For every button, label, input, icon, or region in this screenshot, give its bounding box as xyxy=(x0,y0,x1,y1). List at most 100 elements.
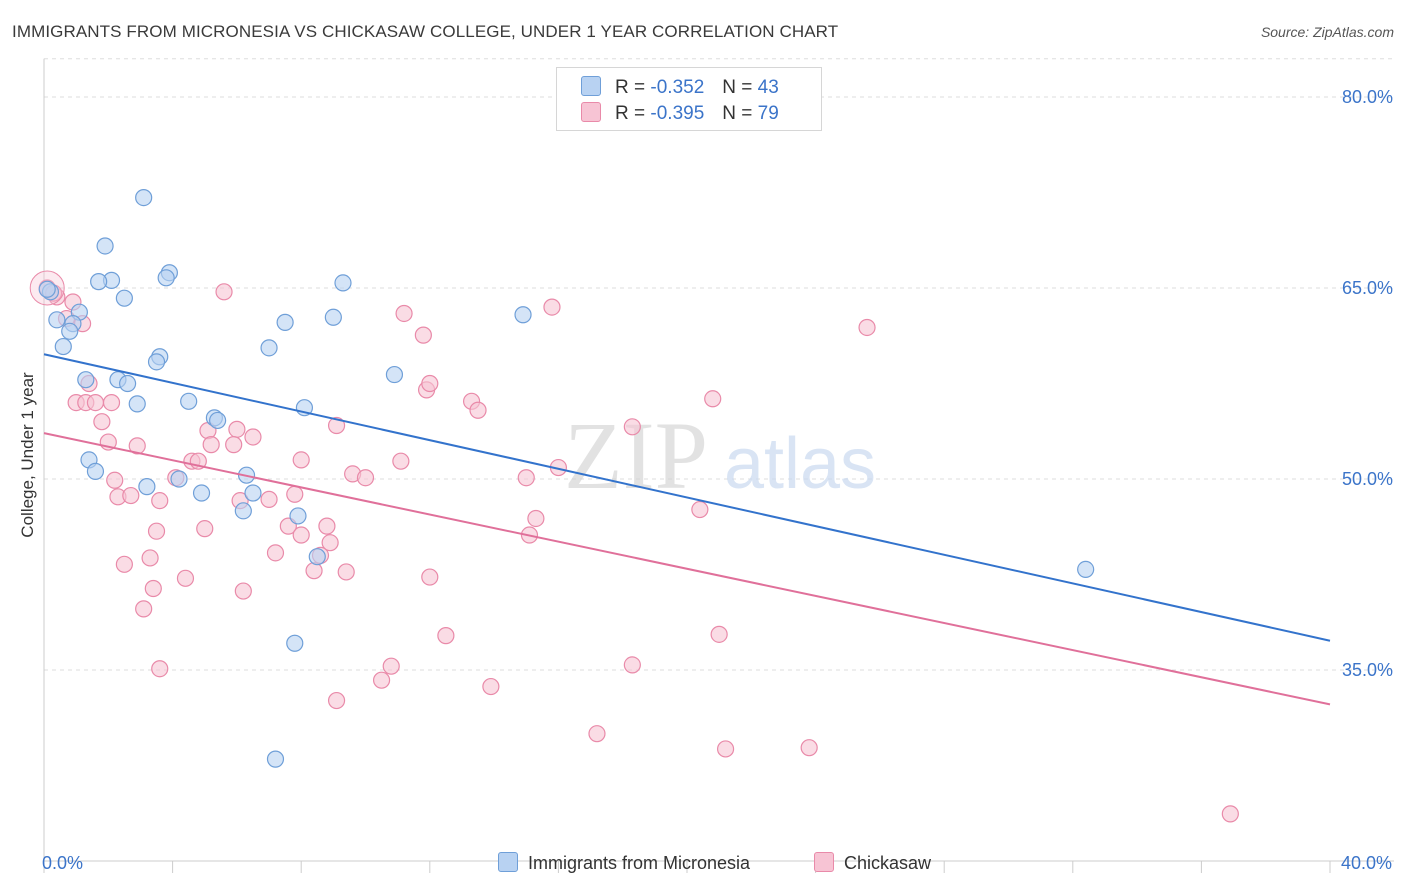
micronesia-point xyxy=(61,322,79,340)
micronesia-point xyxy=(276,313,294,331)
micronesia-point xyxy=(180,392,198,410)
chickasaw-point xyxy=(128,437,146,455)
y-tick-label: 80.0% xyxy=(1342,87,1393,107)
chickasaw-point xyxy=(691,500,709,519)
x-tick-label: 0.0% xyxy=(42,853,83,873)
chickasaw-point xyxy=(292,451,310,469)
legend-row-micronesia: R = -0.352 N = 43 xyxy=(581,76,779,100)
chickasaw-point xyxy=(266,544,285,562)
r-label: R = xyxy=(615,103,646,124)
chickasaw-point xyxy=(469,401,487,419)
micronesia-point xyxy=(38,280,56,298)
n-label: N = xyxy=(722,77,753,98)
chickasaw-point xyxy=(437,627,455,645)
chickasaw-point xyxy=(395,304,413,323)
micronesia-point xyxy=(118,374,137,393)
chart-source: Source: ZipAtlas.com xyxy=(1260,24,1394,40)
chickasaw-point xyxy=(202,436,220,454)
tick-labels: 80.0% 65.0% 50.0% 35.0% 0.0% 40.0% xyxy=(42,87,1393,873)
micronesia-point xyxy=(77,371,95,389)
trend-lines xyxy=(43,353,1331,706)
y-tick-label: 65.0% xyxy=(1342,278,1393,298)
micronesia-point xyxy=(266,750,285,768)
n-value: 43 xyxy=(757,77,779,98)
chickasaw-point xyxy=(858,318,876,337)
chickasaw-points xyxy=(29,270,1239,823)
x-tick-label: 40.0% xyxy=(1341,853,1392,873)
chickasaw-point xyxy=(260,490,278,508)
legend-label: Immigrants from Micronesia xyxy=(528,853,751,873)
micronesia-point xyxy=(86,462,105,480)
legend-swatch-pink xyxy=(814,852,834,872)
chickasaw-point xyxy=(327,416,346,435)
chickasaw-point xyxy=(151,492,169,510)
chickasaw-point xyxy=(543,298,561,316)
chickasaw-point xyxy=(382,657,400,675)
chickasaw-point xyxy=(482,677,500,696)
chickasaw-point xyxy=(135,600,153,618)
n-label: N = xyxy=(722,103,753,124)
micronesia-trend-line xyxy=(43,353,1331,642)
micronesia-point xyxy=(138,478,156,496)
watermark-atlas: atlas xyxy=(724,424,876,504)
chickasaw-point xyxy=(305,562,323,580)
axes xyxy=(43,58,1394,873)
micronesia-point xyxy=(1077,560,1095,579)
legend-swatch-blue xyxy=(581,76,601,96)
micronesia-point xyxy=(324,308,342,326)
micronesia-point xyxy=(147,353,166,371)
y-tick-label: 50.0% xyxy=(1342,469,1393,489)
chickasaw-point xyxy=(623,418,641,436)
chickasaw-point xyxy=(392,452,410,470)
chickasaw-point xyxy=(414,326,432,344)
chickasaw-point xyxy=(196,520,214,538)
chickasaw-point xyxy=(800,739,818,757)
micronesia-point xyxy=(170,470,188,488)
chickasaw-point xyxy=(93,413,111,431)
chickasaw-point xyxy=(588,725,606,743)
chickasaw-point xyxy=(102,394,121,412)
chickasaw-point xyxy=(292,526,310,544)
chickasaw-point xyxy=(141,549,159,567)
chickasaw-point xyxy=(115,555,133,573)
r-value: -0.395 xyxy=(650,103,705,124)
chickasaw-point xyxy=(1221,805,1239,823)
micronesia-point xyxy=(385,365,404,384)
micronesia-point xyxy=(260,339,278,357)
watermark-zip: ZIP xyxy=(564,402,708,509)
micronesia-point xyxy=(115,289,133,307)
chickasaw-point xyxy=(86,394,105,412)
chickasaw-point xyxy=(106,471,124,489)
micronesia-point xyxy=(192,484,211,502)
micronesia-point xyxy=(308,548,326,566)
micronesia-point xyxy=(289,507,307,525)
r-label: R = xyxy=(615,77,646,98)
chickasaw-point xyxy=(176,569,195,587)
chickasaw-point xyxy=(527,509,545,528)
micronesia-point xyxy=(54,337,72,356)
micronesia-point xyxy=(334,274,352,292)
micronesia-point xyxy=(209,411,227,430)
chickasaw-point xyxy=(716,740,735,758)
chickasaw-point xyxy=(623,656,641,674)
micronesia-point xyxy=(90,273,108,291)
micronesia-point xyxy=(514,306,532,324)
micronesia-point xyxy=(157,269,175,287)
legend-item-micronesia: Immigrants from Micronesia xyxy=(498,852,750,874)
chickasaw-point xyxy=(122,486,140,505)
micronesia-point xyxy=(96,237,114,255)
chickasaw-point xyxy=(321,534,339,552)
micronesia-point xyxy=(244,484,262,502)
legend-swatch-pink xyxy=(581,102,601,122)
chickasaw-point xyxy=(372,671,391,689)
micronesia-point xyxy=(48,311,66,329)
chickasaw-point xyxy=(144,579,162,598)
chickasaw-point xyxy=(244,428,262,446)
y-axis-label: College, Under 1 year xyxy=(18,372,37,538)
grid-lines xyxy=(44,58,1394,671)
chickasaw-point xyxy=(421,374,439,393)
correlation-legend: R = -0.352 N = 43 R = -0.395 N = 79 xyxy=(556,67,822,131)
y-tick-label: 35.0% xyxy=(1342,660,1393,680)
legend-swatch-blue xyxy=(498,852,518,872)
chickasaw-point xyxy=(225,436,243,454)
